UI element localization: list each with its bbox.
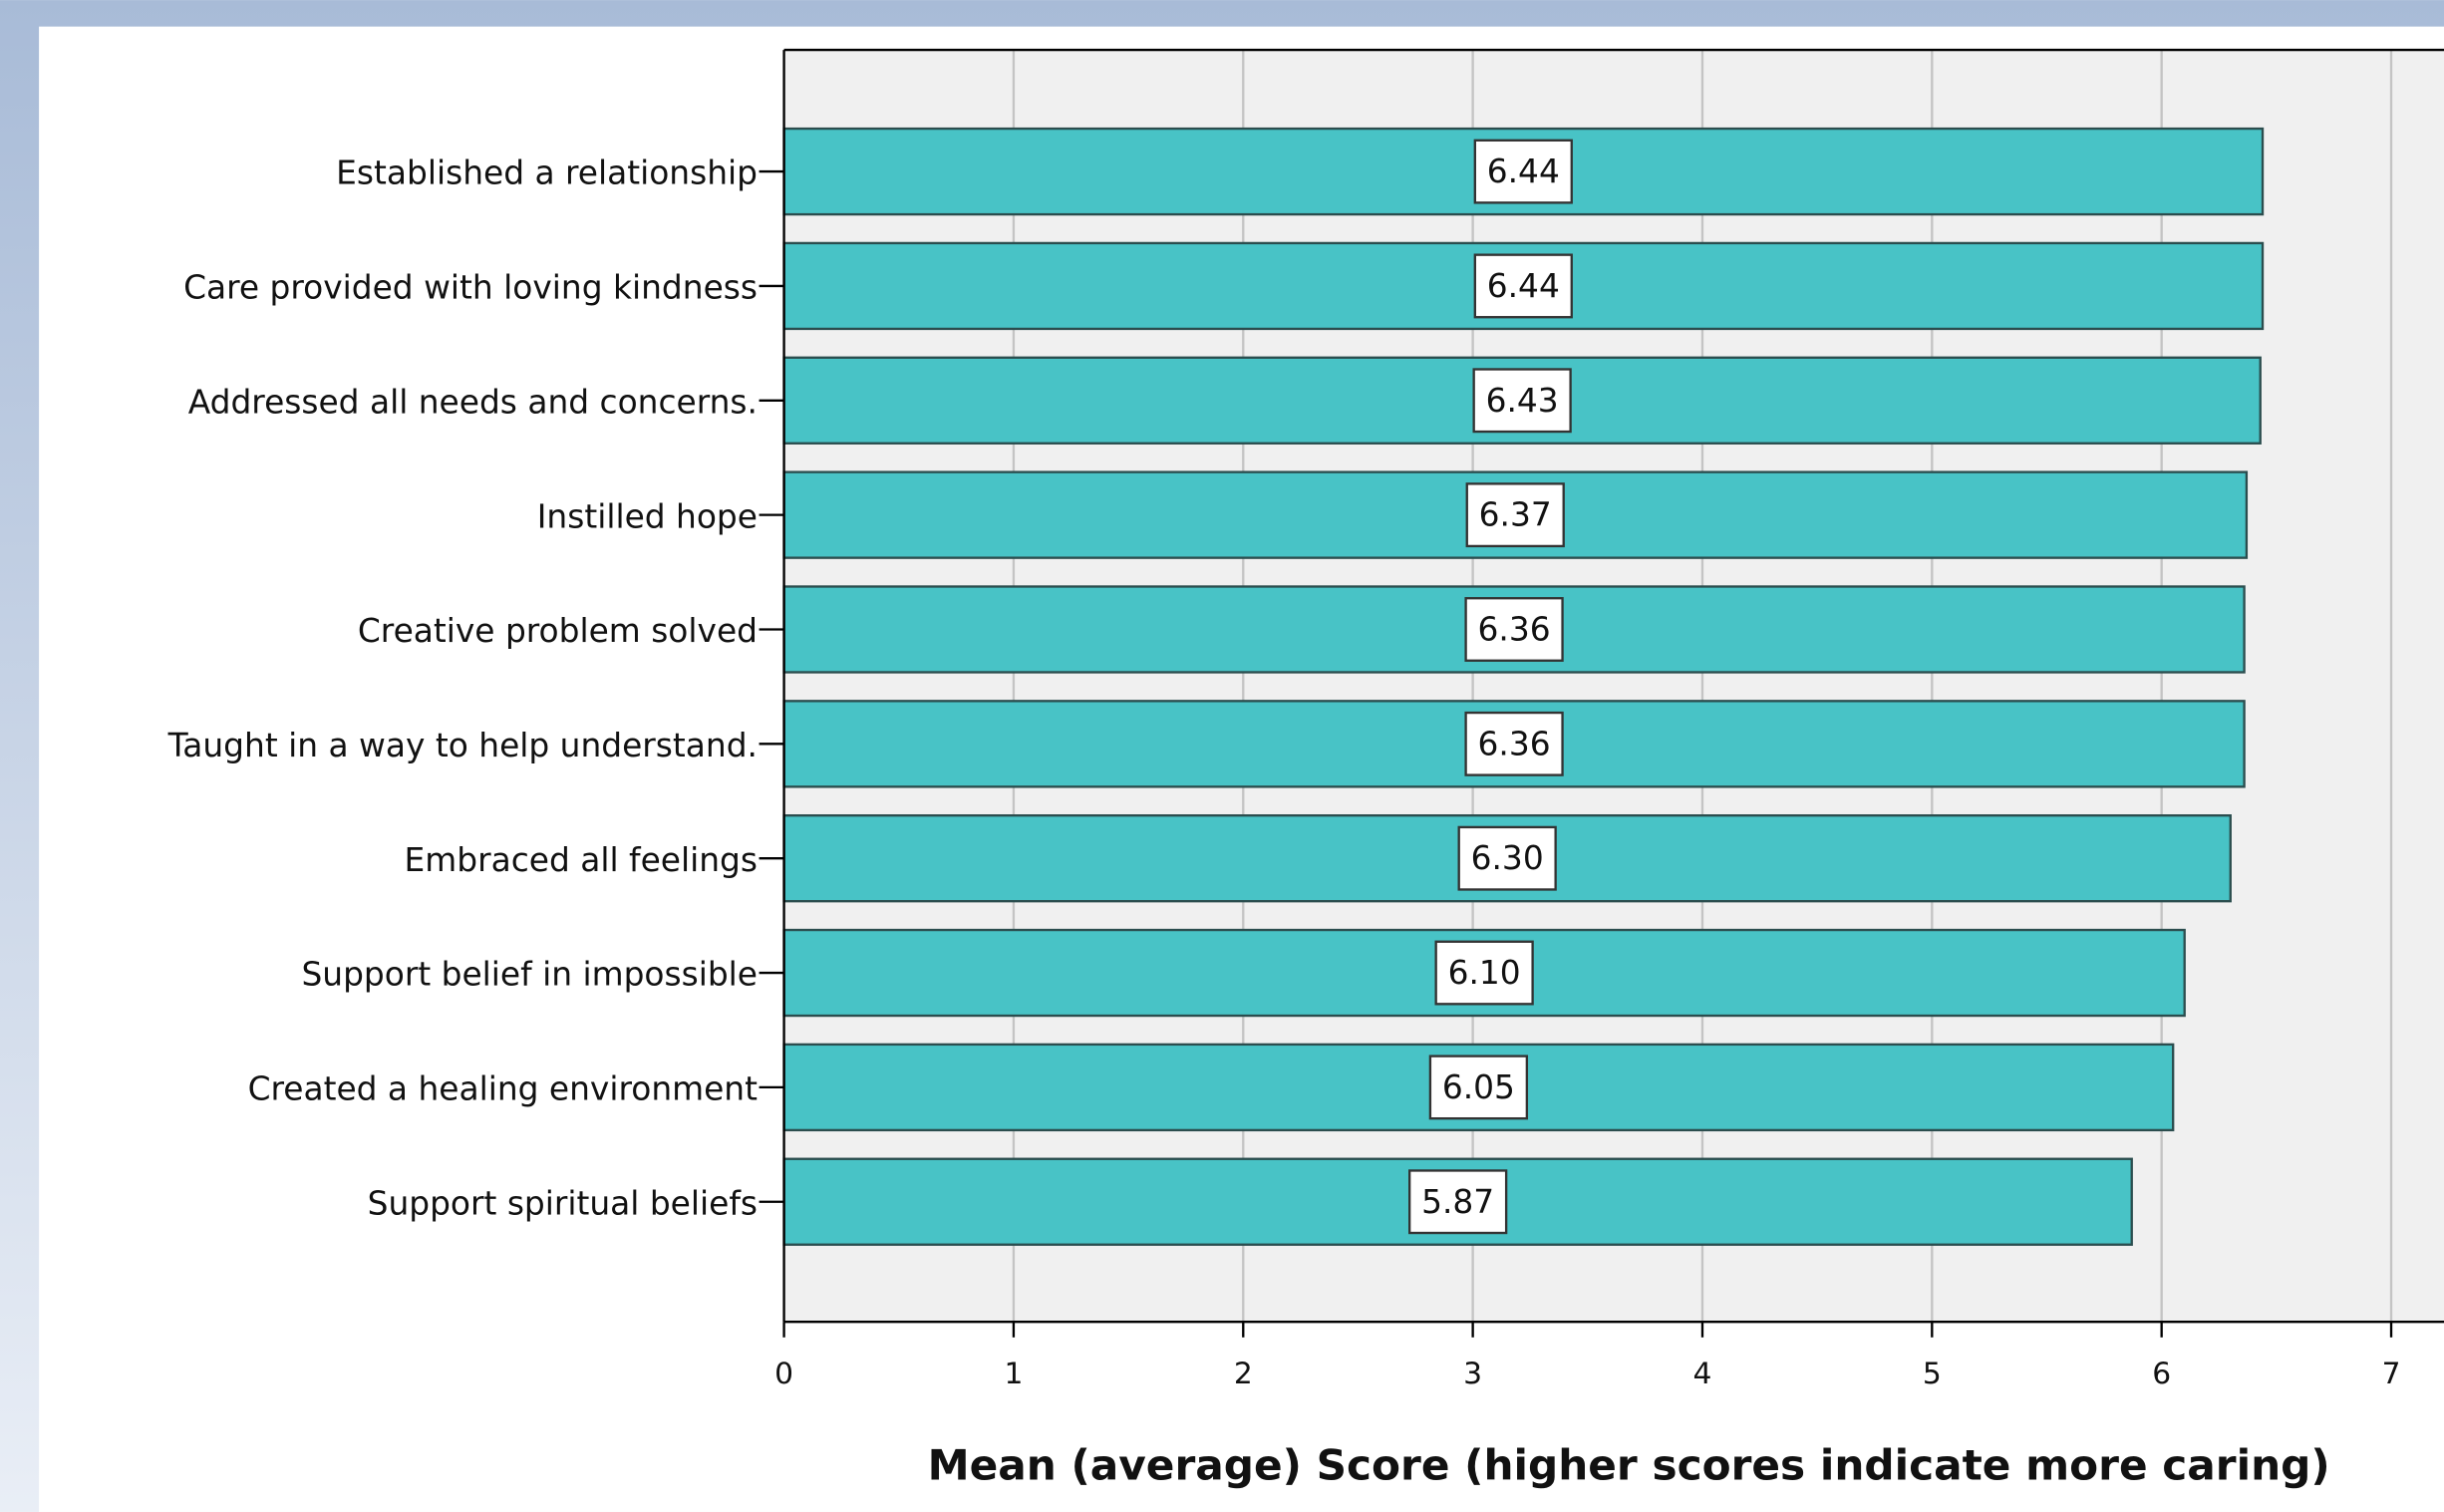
value-label: 6.44 [1487, 267, 1560, 305]
value-label-box [1473, 139, 1573, 204]
value-label-box [1464, 711, 1564, 776]
x-tick-label: 4 [1693, 1357, 1712, 1391]
y-tick-label: Care provided with loving kindness [183, 269, 758, 307]
y-tick-label: Embraced all feelings [405, 841, 758, 879]
value-label-box [1472, 368, 1572, 434]
y-tick-label: Instilled hope [537, 497, 758, 535]
y-tick-label: Established a relationship [336, 154, 758, 192]
value-label-box [1464, 597, 1564, 662]
value-label: 6.44 [1487, 152, 1560, 190]
x-tick-label: 2 [1234, 1357, 1253, 1391]
value-label: 6.43 [1486, 382, 1559, 420]
value-label-box [1428, 1055, 1529, 1120]
value-label: 6.36 [1478, 725, 1551, 762]
value-label: 6.36 [1478, 611, 1551, 649]
x-tick-label: 3 [1463, 1357, 1482, 1391]
value-label-box [1408, 1169, 1508, 1235]
x-tick-label: 7 [2382, 1357, 2401, 1391]
value-label-box [1473, 253, 1573, 319]
value-label-box [1465, 482, 1565, 548]
y-tick-label: Taught in a way to help understand. [167, 727, 758, 764]
x-tick-label: 6 [2152, 1357, 2171, 1391]
x-tick-label: 1 [1004, 1357, 1023, 1391]
value-label: 6.30 [1471, 839, 1544, 877]
value-label: 6.10 [1448, 954, 1521, 992]
value-label: 6.37 [1479, 496, 1552, 534]
y-tick-label: Creative problem solved [358, 612, 758, 650]
x-tick-label: 5 [1923, 1357, 1942, 1391]
x-tick-label: 0 [774, 1357, 793, 1391]
value-label-box [1457, 825, 1557, 891]
y-tick-label: Addressed all needs and concerns. [188, 383, 758, 421]
value-label: 6.05 [1442, 1068, 1515, 1106]
x-axis-label: Mean (average) Score (higher scores indi… [928, 1441, 2330, 1490]
y-tick-label: Created a healing environment [248, 1070, 759, 1108]
value-label-box [1434, 940, 1534, 1006]
y-tick-label: Support belief in impossible [301, 956, 758, 994]
y-tick-label: Support spiritual beliefs [368, 1184, 758, 1222]
value-label: 5.87 [1421, 1183, 1494, 1221]
